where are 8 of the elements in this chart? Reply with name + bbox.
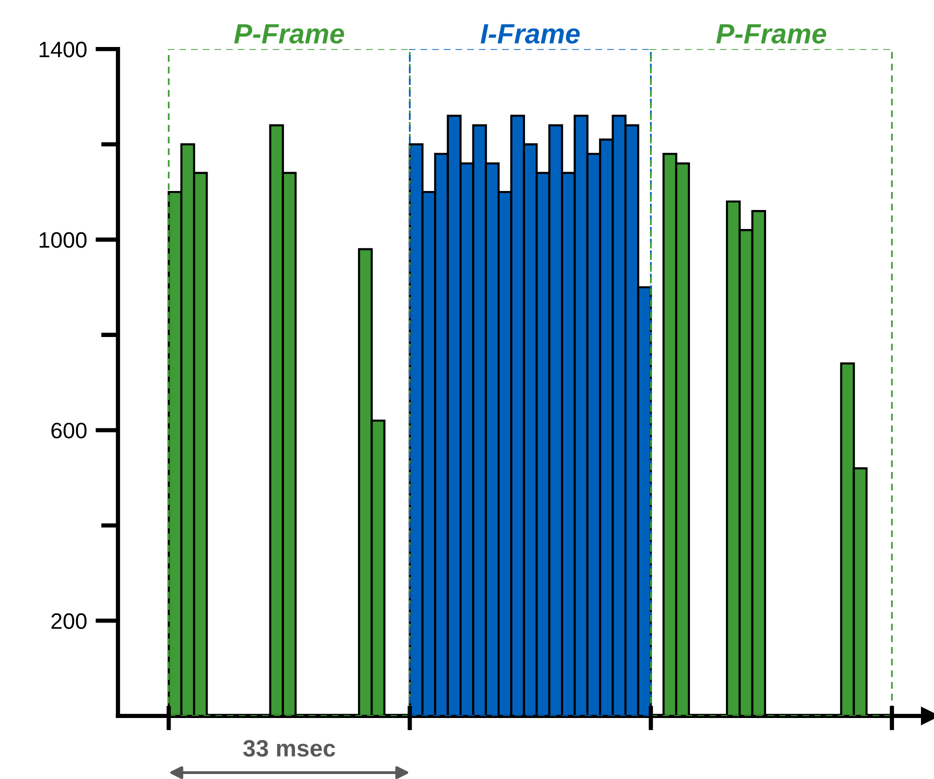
y-tick-label: 200 bbox=[51, 613, 87, 629]
text: 33 msec bbox=[243, 740, 336, 757]
y-tick-label: 1000 bbox=[40, 232, 87, 248]
y-tick-label: 1400 bbox=[40, 42, 87, 58]
y-tick-label: 600 bbox=[51, 422, 87, 438]
text: P-Frame bbox=[716, 24, 826, 44]
text: P-Frame bbox=[234, 24, 344, 44]
text: I-Frame bbox=[480, 24, 580, 44]
